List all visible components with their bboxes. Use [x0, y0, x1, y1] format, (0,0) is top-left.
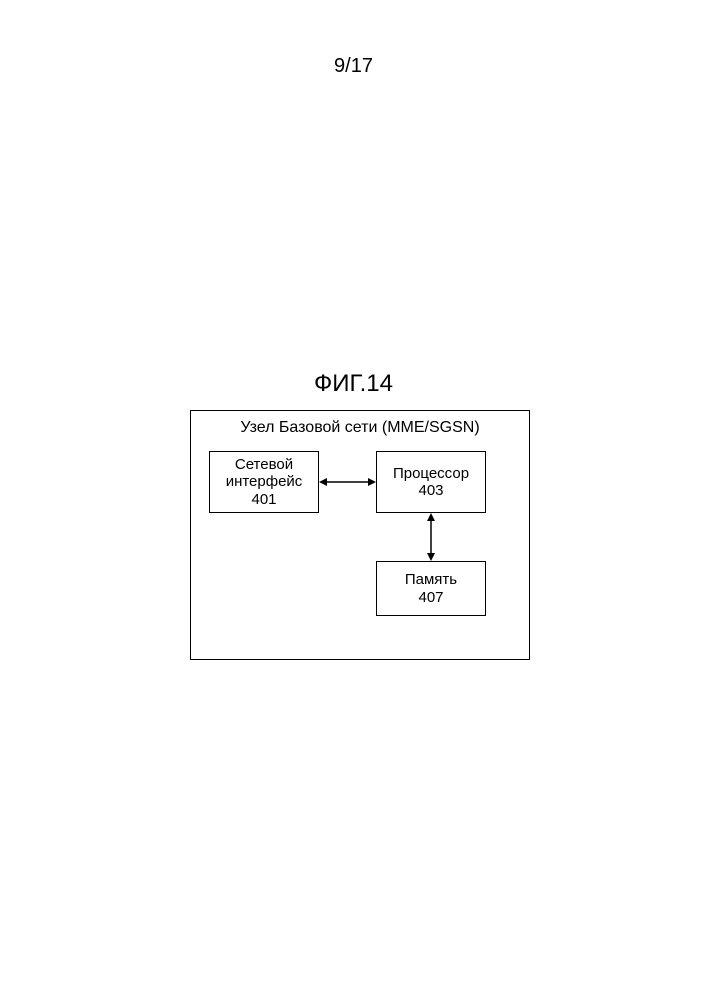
- connectors: [191, 411, 531, 661]
- figure-title: ФИГ.14: [0, 370, 707, 398]
- container-box: Узел Базовой сети (MME/SGSN) Сетевой инт…: [190, 410, 530, 660]
- page: 9/17 ФИГ.14 Узел Базовой сети (MME/SGSN)…: [0, 0, 707, 1000]
- page-number: 9/17: [0, 55, 707, 78]
